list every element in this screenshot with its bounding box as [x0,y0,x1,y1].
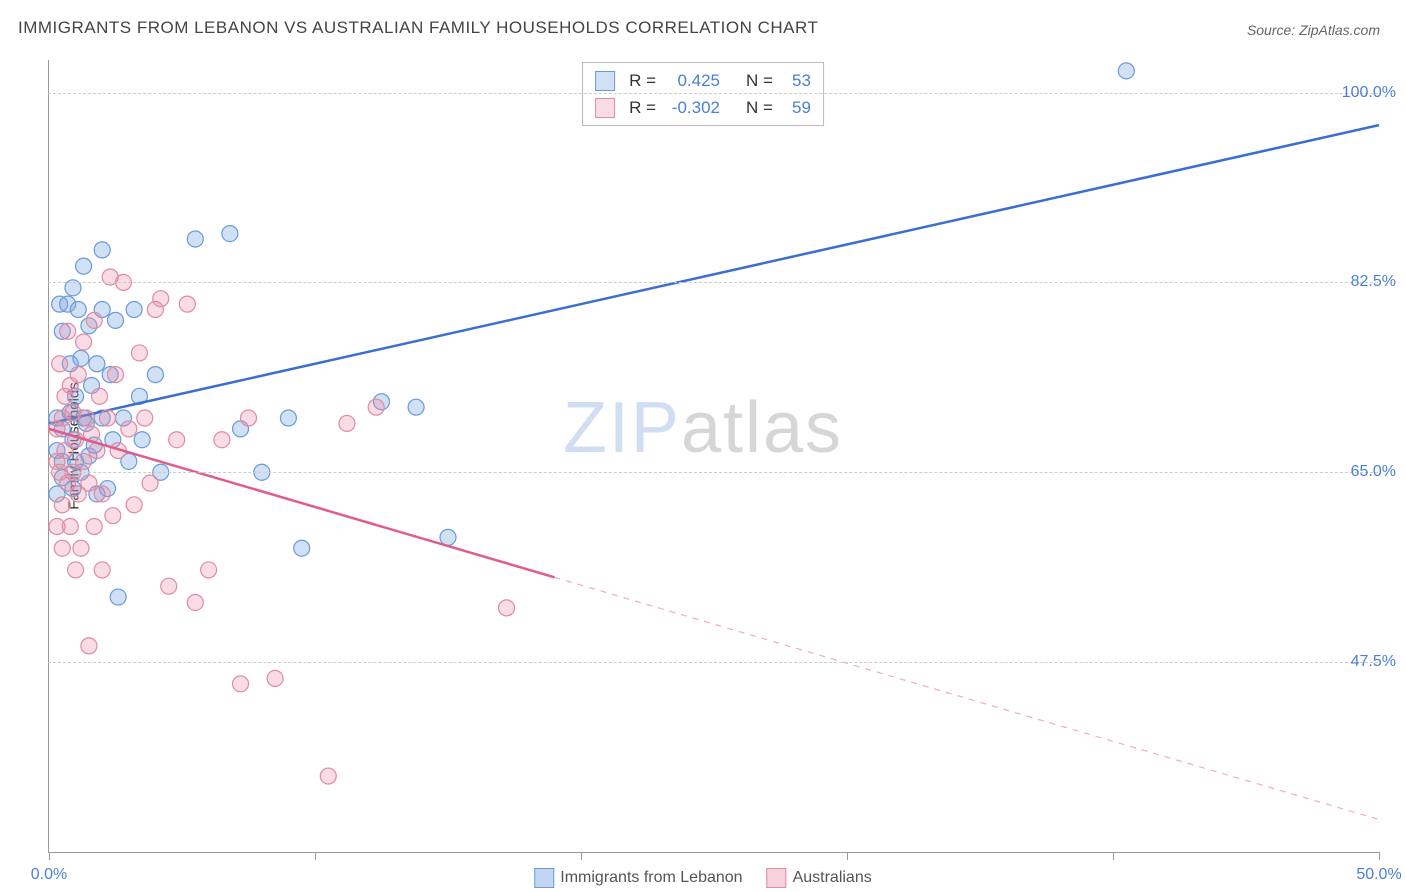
scatter-point [267,670,283,686]
legend-swatch [595,71,615,91]
trend-line-dashed [554,577,1379,819]
scatter-point [187,594,203,610]
scatter-point [68,562,84,578]
x-tick [1379,852,1380,860]
scatter-point [499,600,515,616]
legend-swatch [595,98,615,118]
x-tick-label: 0.0% [31,866,67,884]
scatter-point [222,226,238,242]
legend-n-label: N = [746,94,773,121]
scatter-point [70,367,86,383]
scatter-point [161,578,177,594]
scatter-point [52,356,68,372]
scatter-point [73,350,89,366]
scatter-point [86,312,102,328]
legend-row: R = 0.425 N = 53 [595,67,811,94]
plot-area: 0.0%50.0% [48,60,1379,853]
scatter-point [131,345,147,361]
scatter-point [94,486,110,502]
x-tick [847,852,848,860]
scatter-point [201,562,217,578]
legend-n-value: 53 [781,67,811,94]
scatter-point [70,302,86,318]
x-tick [1113,852,1114,860]
scatter-point [214,432,230,448]
legend-r-value: 0.425 [664,67,720,94]
scatter-point [81,638,97,654]
series-legend-item: Immigrants from Lebanon [534,868,742,888]
scatter-point [92,388,108,404]
x-tick [581,852,582,860]
correlation-legend: R = 0.425 N = 53 R = -0.302 N = 59 [582,62,824,126]
scatter-point [294,540,310,556]
scatter-point [76,453,92,469]
scatter-point [54,540,70,556]
trend-line-solid [49,125,1379,423]
scatter-point [187,231,203,247]
scatter-point [147,367,163,383]
legend-n-label: N = [746,67,773,94]
legend-r-label: R = [629,94,656,121]
scatter-point [137,410,153,426]
x-tick-label: 50.0% [1356,866,1401,884]
scatter-point [408,399,424,415]
scatter-point [94,242,110,258]
scatter-point [110,589,126,605]
series-legend-label: Australians [793,869,872,886]
gridline [48,282,1378,283]
scatter-point [368,399,384,415]
x-tick [315,852,316,860]
scatter-point [440,529,456,545]
y-tick-label: 82.5% [1351,273,1396,291]
y-tick-label: 47.5% [1351,653,1396,671]
scatter-point [76,334,92,350]
legend-row: R = -0.302 N = 59 [595,94,811,121]
y-tick-label: 100.0% [1342,84,1396,102]
scatter-point [179,296,195,312]
gridline [48,472,1378,473]
legend-swatch [534,868,554,888]
scatter-point [108,312,124,328]
scatter-point [108,367,124,383]
scatter-point [320,768,336,784]
y-tick-label: 65.0% [1351,463,1396,481]
scatter-point [76,258,92,274]
legend-r-label: R = [629,67,656,94]
scatter-point [62,519,78,535]
gridline [48,93,1378,94]
chart-title: IMMIGRANTS FROM LEBANON VS AUSTRALIAN FA… [18,18,818,38]
source-attribution: Source: ZipAtlas.com [1247,22,1380,38]
x-tick [49,852,50,860]
legend-r-value: -0.302 [664,94,720,121]
series-legend: Immigrants from Lebanon Australians [534,868,871,888]
scatter-point [73,540,89,556]
scatter-point [153,291,169,307]
legend-swatch [767,868,787,888]
scatter-point [86,519,102,535]
scatter-point [100,410,116,426]
gridline [48,662,1378,663]
series-legend-label: Immigrants from Lebanon [560,869,742,886]
scatter-point [142,475,158,491]
series-legend-item: Australians [767,868,872,888]
scatter-point [81,475,97,491]
scatter-point [134,432,150,448]
scatter-point [60,323,76,339]
scatter-svg [49,60,1379,852]
scatter-point [121,421,137,437]
scatter-point [126,497,142,513]
scatter-point [233,676,249,692]
scatter-point [339,415,355,431]
scatter-point [54,497,70,513]
scatter-point [94,562,110,578]
scatter-point [105,508,121,524]
scatter-point [241,410,257,426]
scatter-point [1118,63,1134,79]
scatter-point [78,410,94,426]
scatter-point [89,356,105,372]
scatter-point [280,410,296,426]
scatter-point [126,302,142,318]
scatter-point [169,432,185,448]
legend-n-value: 59 [781,94,811,121]
